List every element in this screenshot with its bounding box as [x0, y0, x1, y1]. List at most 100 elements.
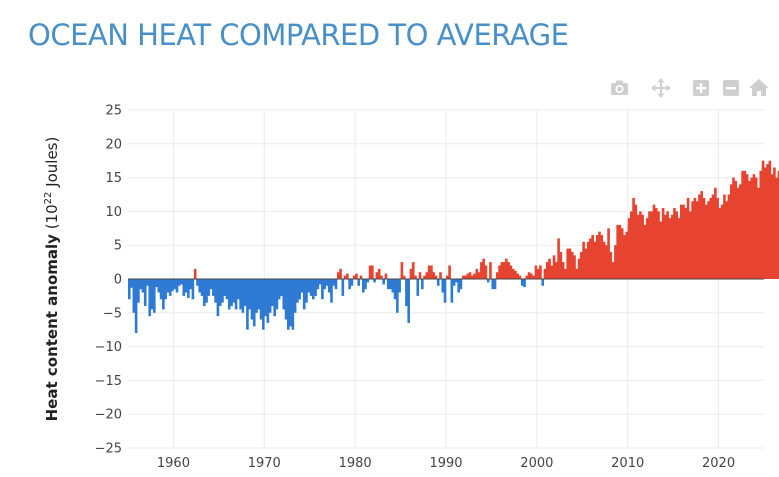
bar[interactable]	[727, 194, 731, 280]
bar[interactable]	[641, 214, 644, 279]
bar[interactable]	[443, 279, 447, 303]
bar[interactable]	[695, 201, 699, 279]
bar[interactable]	[648, 211, 651, 279]
bar[interactable]	[552, 255, 556, 279]
bar[interactable]	[448, 265, 451, 279]
bar[interactable]	[300, 279, 304, 293]
bar[interactable]	[459, 279, 463, 290]
bar[interactable]	[230, 279, 233, 307]
bar[interactable]	[375, 272, 379, 279]
bar[interactable]	[173, 279, 177, 290]
bar[interactable]	[418, 272, 422, 279]
bar[interactable]	[614, 245, 617, 279]
bar[interactable]	[561, 262, 565, 279]
bar[interactable]	[679, 204, 683, 279]
bar[interactable]	[520, 279, 524, 286]
bar[interactable]	[507, 262, 510, 279]
bar[interactable]	[677, 218, 681, 279]
bar[interactable]	[305, 279, 308, 303]
bar[interactable]	[718, 208, 722, 279]
bar[interactable]	[470, 275, 474, 279]
bar[interactable]	[427, 265, 431, 279]
bar[interactable]	[155, 279, 158, 288]
bar[interactable]	[750, 177, 753, 279]
bar[interactable]	[296, 279, 299, 303]
bar[interactable]	[207, 279, 211, 296]
bar[interactable]	[704, 204, 708, 279]
bar[interactable]	[452, 279, 456, 286]
bar[interactable]	[439, 272, 442, 279]
bar[interactable]	[773, 167, 776, 279]
bar[interactable]	[600, 235, 604, 279]
bar[interactable]	[500, 262, 504, 279]
bar[interactable]	[495, 272, 499, 279]
bar[interactable]	[191, 279, 195, 300]
bar[interactable]	[159, 279, 163, 300]
bar[interactable]	[355, 273, 358, 279]
bar[interactable]	[225, 279, 229, 300]
bar[interactable]	[661, 208, 665, 279]
bar[interactable]	[602, 241, 606, 279]
bar[interactable]	[196, 279, 199, 286]
bar[interactable]	[184, 279, 188, 293]
bar[interactable]	[416, 279, 420, 296]
bar[interactable]	[246, 279, 249, 330]
bar[interactable]	[611, 262, 615, 279]
bar[interactable]	[150, 279, 154, 310]
bar[interactable]	[473, 273, 476, 279]
bar[interactable]	[498, 265, 501, 279]
bar[interactable]	[652, 204, 656, 279]
bar[interactable]	[586, 241, 590, 279]
bar[interactable]	[707, 201, 710, 279]
bar[interactable]	[268, 279, 272, 313]
bar[interactable]	[461, 275, 465, 279]
bar[interactable]	[666, 211, 669, 279]
bar[interactable]	[239, 279, 242, 310]
bar[interactable]	[425, 272, 429, 279]
zoom-in-icon[interactable]	[688, 76, 714, 100]
home-icon[interactable]	[746, 76, 772, 100]
bar[interactable]	[409, 268, 413, 279]
bar[interactable]	[384, 273, 388, 279]
bar[interactable]	[759, 170, 763, 279]
bar[interactable]	[209, 279, 213, 290]
bar[interactable]	[343, 275, 347, 279]
bar[interactable]	[352, 275, 356, 279]
bar[interactable]	[164, 279, 167, 300]
bar[interactable]	[702, 197, 706, 279]
bar[interactable]	[316, 279, 320, 290]
bar[interactable]	[475, 268, 479, 279]
bar[interactable]	[530, 273, 533, 279]
bar[interactable]	[255, 279, 258, 313]
bar[interactable]	[739, 184, 742, 279]
bar[interactable]	[393, 279, 397, 300]
bar[interactable]	[557, 238, 560, 279]
bar[interactable]	[650, 211, 654, 279]
bar[interactable]	[271, 279, 274, 307]
bar[interactable]	[502, 262, 506, 279]
bar[interactable]	[634, 204, 638, 279]
bar[interactable]	[139, 279, 142, 290]
bar[interactable]	[273, 279, 276, 317]
bar[interactable]	[464, 275, 467, 279]
bar[interactable]	[480, 262, 483, 279]
bar[interactable]	[402, 275, 406, 279]
bar[interactable]	[659, 221, 663, 279]
bar[interactable]	[775, 177, 778, 279]
bar[interactable]	[141, 279, 145, 293]
bar[interactable]	[398, 279, 401, 293]
bar[interactable]	[423, 275, 426, 279]
bar[interactable]	[693, 197, 697, 279]
bar[interactable]	[629, 211, 633, 279]
bar[interactable]	[405, 279, 408, 307]
bar[interactable]	[643, 224, 647, 279]
bar[interactable]	[221, 279, 224, 303]
bar[interactable]	[716, 197, 719, 279]
bar[interactable]	[275, 279, 279, 310]
bar[interactable]	[432, 272, 435, 279]
bar[interactable]	[284, 279, 288, 320]
bar[interactable]	[534, 265, 538, 279]
bar[interactable]	[277, 279, 281, 300]
bar[interactable]	[575, 268, 579, 279]
bar[interactable]	[193, 268, 197, 279]
